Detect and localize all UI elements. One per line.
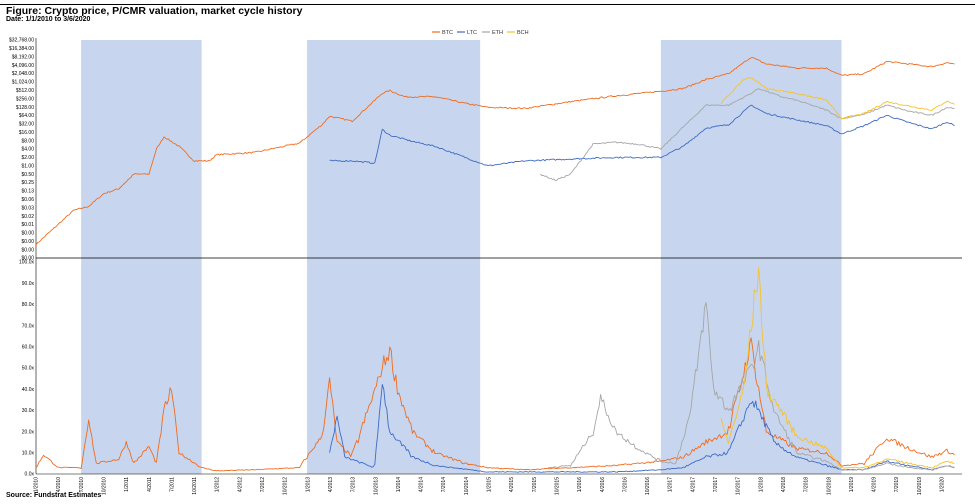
bottom-y-tick-label: 70.0x — [22, 323, 35, 329]
figure-title: Figure: Crypto price, P/CMR valuation, m… — [6, 5, 303, 17]
legend-label-ltc: LTC — [467, 30, 477, 36]
legend-label-bch: BCH — [517, 30, 529, 36]
x-tick-label: 7/2015 — [532, 477, 538, 493]
x-tick-label: 4/2012 — [237, 477, 243, 493]
legend-label-eth: ETH — [492, 30, 503, 36]
top-y-tick-label: $32,768.00 — [9, 38, 34, 44]
top-y-tick-label: $0.03 — [21, 205, 34, 211]
top-y-tick-label: $0.00 — [21, 231, 34, 237]
x-tick-label: 7/2013 — [351, 477, 357, 493]
x-tick-label: 7/2017 — [713, 477, 719, 493]
top-y-tick-label: $0.01 — [21, 222, 34, 228]
top-rule — [0, 4, 975, 5]
x-tick-label: 10/2019 — [917, 477, 923, 495]
x-tick-label: 10/2011 — [192, 477, 198, 495]
x-tick-label: 1/2019 — [849, 477, 855, 493]
bottom-y-tick-label: 60.0x — [22, 345, 35, 351]
top-y-tick-label: $0.00 — [21, 239, 34, 245]
x-tick-label: 4/2018 — [781, 477, 787, 493]
top-y-tick-label: $16.00 — [19, 130, 35, 136]
top-y-tick-label: $0.50 — [21, 172, 34, 178]
x-tick-label: 4/2015 — [509, 477, 515, 493]
bottom-y-tick-label: 20.0x — [22, 429, 35, 435]
x-tick-label: 1/2017 — [668, 477, 674, 493]
top-y-tick-label: $16,384.00 — [9, 46, 34, 52]
bottom-y-tick-label: 80.0x — [22, 302, 35, 308]
x-tick-label: 7/2014 — [441, 477, 447, 493]
bottom-y-tick-label: 0.0x — [25, 472, 35, 478]
x-tick-label: 1/2011 — [124, 477, 130, 492]
price-series-ltc — [329, 104, 955, 167]
x-tick-label: 1/2014 — [396, 477, 402, 493]
bottom-y-tick-label: 100.0x — [19, 260, 35, 266]
x-tick-label: 10/2013 — [373, 477, 379, 495]
pcmr-series-eth — [547, 301, 955, 471]
top-y-tick-label: $128.00 — [16, 105, 34, 111]
top-y-tick-label: $8.00 — [21, 138, 34, 144]
x-tick-label: 1/2010 — [34, 477, 40, 493]
x-tick-label: 10/2012 — [283, 477, 289, 495]
x-tick-label: 10/2018 — [826, 477, 832, 495]
x-tick-label: 1/2020 — [940, 477, 946, 493]
bottom-y-tick-label: 30.0x — [22, 408, 35, 414]
top-y-tick-label: $4.00 — [21, 147, 34, 153]
x-tick-label: 1/2013 — [305, 477, 311, 493]
top-y-tick-label: $32.00 — [19, 122, 35, 128]
top-y-tick-label: $0.06 — [21, 197, 34, 203]
bottom-y-tick-label: 90.0x — [22, 281, 35, 287]
x-tick-label: 1/2015 — [487, 477, 493, 493]
top-y-tick-label: $1.00 — [21, 163, 34, 169]
top-y-tick-label: $0.25 — [21, 180, 34, 186]
figure-date-range: Date: 1/1/2010 to 3/6/2020 — [6, 16, 91, 23]
top-y-tick-label: $0.02 — [21, 214, 34, 220]
top-y-tick-label: $64.00 — [19, 113, 35, 119]
x-tick-label: 1/2018 — [758, 477, 764, 493]
x-tick-label: 4/2010 — [56, 477, 62, 493]
x-tick-label: 4/2019 — [872, 477, 878, 493]
top-y-tick-label: $4,096.00 — [12, 63, 34, 69]
price-series-btc — [35, 57, 955, 246]
pcmr-series-btc — [35, 337, 955, 472]
top-y-tick-label: $0.00 — [21, 256, 34, 262]
x-tick-label: 10/2014 — [464, 477, 470, 495]
price-series-bch — [720, 77, 955, 120]
x-tick-label: 7/2012 — [260, 477, 266, 493]
x-tick-label: 4/2011 — [147, 477, 153, 492]
x-tick-label: 10/2016 — [645, 477, 651, 495]
x-tick-label: 10/2017 — [736, 477, 742, 495]
x-tick-label: 1/2012 — [215, 477, 221, 493]
shaded-cycle-3 — [660, 40, 842, 474]
bottom-y-tick-label: 50.0x — [22, 366, 35, 372]
x-tick-label: 7/2010 — [79, 477, 85, 493]
price-series-eth — [540, 88, 955, 182]
shaded-cycle-1 — [81, 40, 202, 474]
top-y-tick-label: $2.00 — [21, 155, 34, 161]
top-y-tick-label: $2,048.00 — [12, 71, 34, 77]
x-tick-label: 1/2016 — [577, 477, 583, 493]
x-tick-label: 4/2016 — [600, 477, 606, 493]
top-y-tick-label: $8,192.00 — [12, 54, 34, 60]
x-tick-label: 7/2018 — [804, 477, 810, 493]
top-y-tick-label: $512.00 — [16, 88, 34, 94]
x-tick-label: 7/2016 — [622, 477, 628, 493]
x-tick-label: 4/2017 — [690, 477, 696, 493]
source-note: Source: Fundstrat Estimates — [6, 492, 102, 499]
pcmr-series-bch — [720, 267, 955, 469]
x-tick-label: 4/2014 — [419, 477, 425, 493]
x-tick-label: 10/2010 — [101, 477, 107, 495]
x-tick-label: 4/2013 — [328, 477, 334, 493]
top-y-tick-label: $0.13 — [21, 189, 34, 195]
x-tick-label: 7/2011 — [169, 477, 175, 492]
top-y-tick-label: $0.00 — [21, 247, 34, 253]
bottom-y-tick-label: 10.0x — [22, 451, 35, 457]
x-tick-label: 10/2015 — [554, 477, 560, 495]
shaded-cycle-2 — [307, 40, 481, 474]
bottom-y-tick-label: 40.0x — [22, 387, 35, 393]
x-tick-label: 7/2019 — [894, 477, 900, 493]
top-y-tick-label: $256.00 — [16, 96, 34, 102]
top-y-tick-label: $1,024.00 — [12, 80, 34, 86]
legend-label-btc: BTC — [442, 30, 453, 36]
